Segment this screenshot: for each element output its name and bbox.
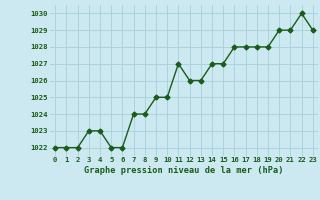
X-axis label: Graphe pression niveau de la mer (hPa): Graphe pression niveau de la mer (hPa) — [84, 166, 284, 175]
